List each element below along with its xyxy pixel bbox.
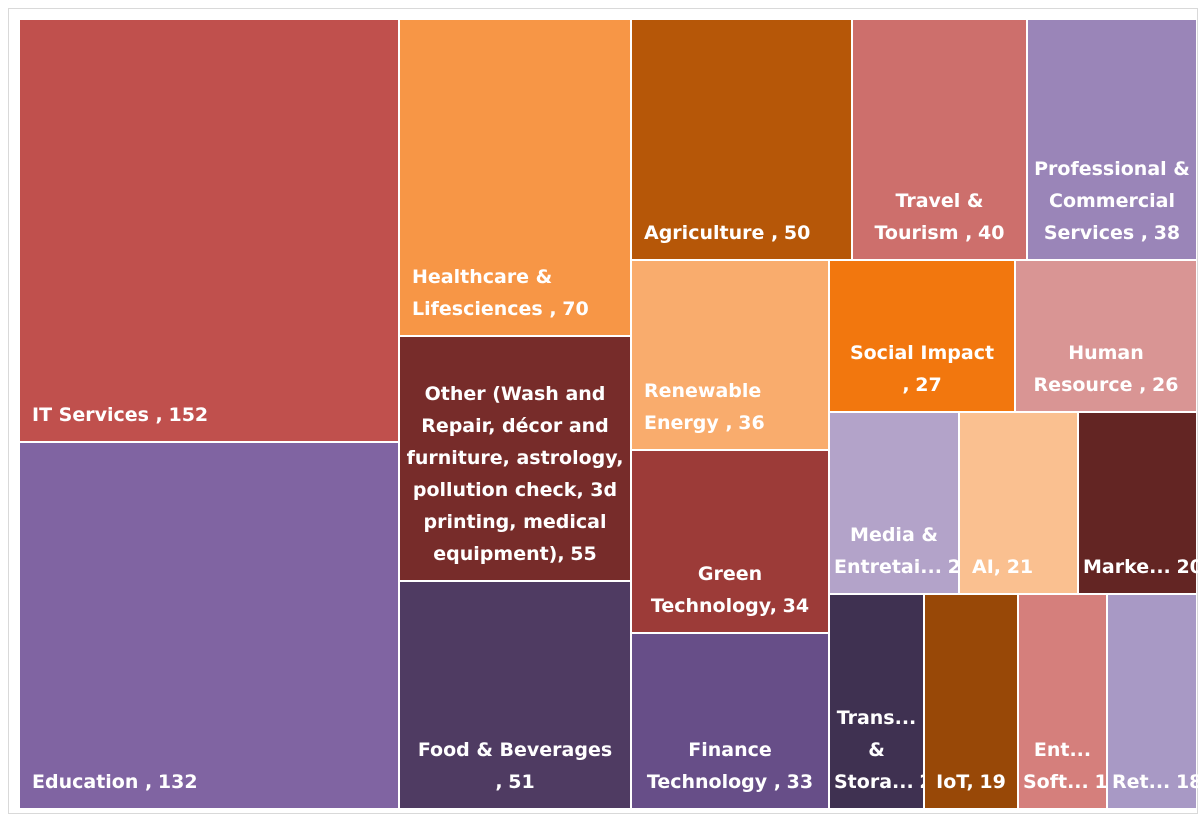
- treemap-cell: Media & Entretai...23: [830, 413, 974, 593]
- cell-label: Food & Beverages , 51: [404, 734, 626, 798]
- cell-label: Education , 132: [32, 766, 390, 798]
- cell-label: Ret... 18: [1112, 766, 1201, 798]
- value-label: 26: [1152, 374, 1179, 396]
- category-name: IT Services ,: [32, 404, 163, 426]
- value-label: 152: [168, 404, 209, 426]
- treemap-cell: Other (Wash and Repair, décor and furnit…: [400, 337, 630, 580]
- cell-label: Other (Wash and Repair, décor and furnit…: [404, 378, 626, 570]
- category-name: Finance Technology ,: [646, 739, 781, 793]
- value-label: 36: [738, 412, 765, 434]
- treemap-cell: Trans... & Stora...20: [830, 595, 946, 808]
- category-name: Human Resource ,: [1033, 342, 1147, 396]
- cell-label: Trans... & Stora...20: [834, 702, 946, 798]
- category-name: Travel & Tourism ,: [874, 190, 984, 244]
- value-label: 40: [978, 222, 1005, 244]
- cell-label: Social Impact , 27: [834, 337, 1010, 401]
- category-name: Agriculture ,: [644, 222, 779, 244]
- value-label: 55: [570, 543, 597, 565]
- treemap-cell: Agriculture , 50: [632, 20, 851, 259]
- cell-label: IT Services , 152: [32, 399, 390, 431]
- value-label: 132: [157, 771, 198, 793]
- value-label: 21: [1006, 556, 1034, 578]
- category-name: Green Technology,: [650, 563, 777, 617]
- category-name: Professional & Commercial Services ,: [1034, 158, 1190, 244]
- treemap-cell: Food & Beverages , 51: [400, 582, 630, 808]
- value-label: 18: [1175, 771, 1201, 793]
- treemap-cell: Renewable Energy , 36: [632, 261, 828, 449]
- value-label: 51: [508, 771, 535, 793]
- value-label: 50: [783, 222, 811, 244]
- cell-label: Media & Entretai...23: [834, 519, 974, 583]
- cell-label: Healthcare & Lifesciences , 70: [412, 261, 622, 325]
- category-name: IoT,: [936, 771, 974, 793]
- category-name: Trans... & Stora...: [834, 707, 917, 793]
- treemap-cell: Finance Technology , 33: [632, 634, 828, 808]
- cell-label: Agriculture , 50: [644, 217, 843, 249]
- cell-label: Green Technology, 34: [636, 558, 824, 622]
- cell-label: Finance Technology , 33: [636, 734, 824, 798]
- cell-label: Human Resource , 26: [1020, 337, 1192, 401]
- treemap-cell: Human Resource , 26: [1016, 261, 1196, 411]
- value-label: 27: [915, 374, 942, 396]
- treemap-cell: Professional & Commercial Services , 38: [1028, 20, 1196, 259]
- category-name: Social Impact ,: [849, 342, 995, 396]
- category-name: Food & Beverages ,: [417, 739, 613, 793]
- chart-frame: [8, 8, 1198, 814]
- category-name: Marke...: [1083, 556, 1171, 578]
- treemap-cell: IoT, 19: [925, 595, 1017, 808]
- treemap-cell: IT Services , 152: [20, 20, 398, 441]
- value-label: 33: [786, 771, 814, 793]
- category-name: Education ,: [32, 771, 153, 793]
- cell-label: Ent... Soft...18: [1023, 734, 1121, 798]
- category-name: Renewable Energy ,: [644, 380, 762, 434]
- value-label: 19: [979, 771, 1006, 793]
- treemap-cell: Social Impact , 27: [830, 261, 1014, 411]
- treemap-cell: Ent... Soft...18: [1019, 595, 1121, 808]
- treemap-cell: Travel & Tourism , 40: [853, 20, 1026, 259]
- cell-label: Renewable Energy , 36: [644, 375, 820, 439]
- cell-label: Travel & Tourism , 40: [857, 185, 1022, 249]
- category-name: Ent... Soft...: [1023, 739, 1092, 793]
- treemap-cell: Healthcare & Lifesciences , 70: [400, 20, 630, 335]
- cell-label: Marke... 20: [1083, 551, 1201, 583]
- category-name: Healthcare & Lifesciences ,: [412, 266, 557, 320]
- treemap-cell: Marke... 20: [1079, 413, 1201, 593]
- treemap-cell: AI, 21: [960, 413, 1077, 593]
- category-name: AI,: [972, 556, 1001, 578]
- value-label: 34: [782, 595, 810, 617]
- treemap-cell: Ret... 18: [1108, 595, 1201, 808]
- treemap-cell: Education , 132: [20, 443, 398, 808]
- value-label: 38: [1153, 222, 1181, 244]
- cell-label: AI, 21: [972, 551, 1069, 583]
- category-name: Other (Wash and Repair, décor and furnit…: [406, 383, 624, 565]
- value-label: 20: [1176, 556, 1201, 578]
- value-label: 70: [562, 298, 589, 320]
- category-name: Media & Entretai...: [834, 524, 942, 578]
- cell-label: IoT, 19: [929, 766, 1013, 798]
- treemap-cell: Green Technology, 34: [632, 451, 828, 632]
- cell-label: Professional & Commercial Services , 38: [1032, 153, 1192, 249]
- category-name: Ret...: [1112, 771, 1171, 793]
